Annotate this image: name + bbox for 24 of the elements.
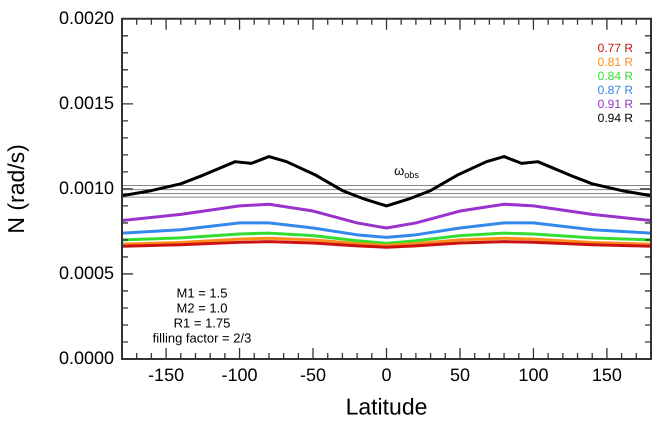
y-tick-label: 0.0005 xyxy=(58,262,114,283)
x-tick-label: 0 xyxy=(381,364,392,385)
x-tick-label: 150 xyxy=(592,364,622,385)
x-axis-title: Latitude xyxy=(346,394,428,420)
text: 0.91 R xyxy=(598,97,634,112)
x-tick-label: -50 xyxy=(300,364,326,385)
annotation: filling factor = 2/3 xyxy=(152,330,252,346)
text: 0.77 R xyxy=(598,41,634,56)
y-tick-label: 0.0000 xyxy=(58,348,114,368)
annotation: R1 = 1.75 xyxy=(174,315,230,330)
annotation: M1 = 1.5 xyxy=(176,285,228,300)
text: 0.84 R xyxy=(598,69,634,84)
x-tick-label: 100 xyxy=(518,364,548,385)
y-tick-label: 0.0015 xyxy=(58,92,114,113)
y-tick-label: 0.0020 xyxy=(58,8,114,28)
x-tick-label: -150 xyxy=(148,364,184,385)
text: 0.94 R xyxy=(598,111,634,126)
annotation: M2 = 1.0 xyxy=(176,300,228,316)
y-tick-label: 0.0010 xyxy=(58,178,114,198)
text: 0.81 R xyxy=(598,55,634,70)
y-axis-title: N (rad/s) xyxy=(3,144,30,234)
x-tick-label: -100 xyxy=(222,364,258,385)
x-tick-label: 50 xyxy=(450,364,470,385)
text: 0.87 R xyxy=(598,83,634,98)
